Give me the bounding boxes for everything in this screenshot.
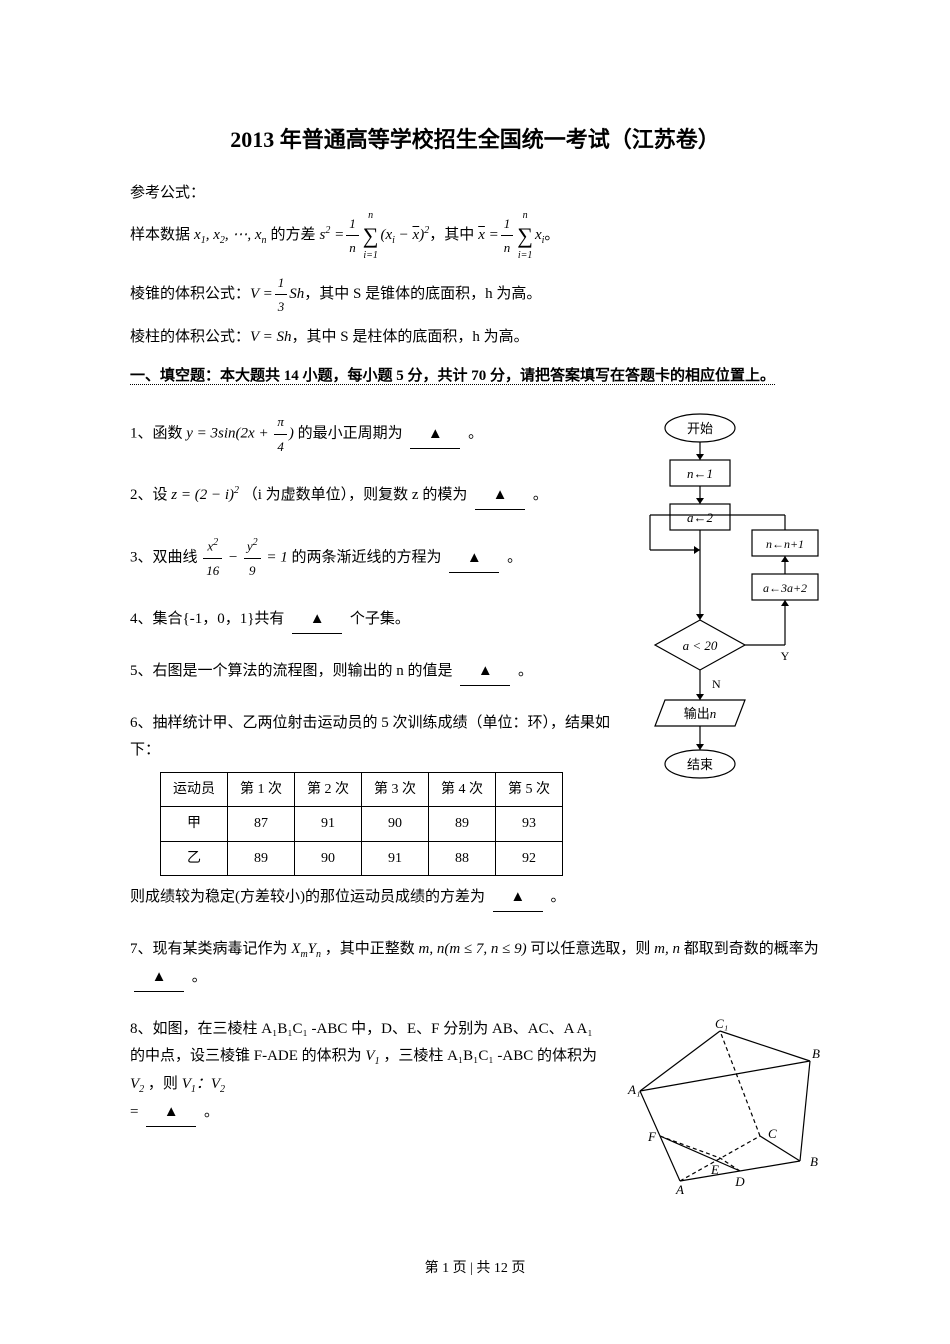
variance-prefix: 样本数据 [130,222,190,249]
svg-text:a←2: a←2 [687,510,714,525]
svg-text:a < 20: a < 20 [683,638,718,653]
q3-suffix: 的两条渐近线的方程为 [292,550,442,566]
table-cell: 甲 [161,807,228,841]
table-cell: 92 [496,841,563,875]
page-footer: 第 1 页 | 共 12 页 [130,1256,820,1281]
table-cell: 乙 [161,841,228,875]
q1-prefix: 1、函数 [130,426,183,442]
cone-text: 棱锥的体积公式： [130,281,250,308]
prism-text: 棱柱的体积公式： [130,324,250,351]
q4-text: 4、集合{-1，0，1}共有 [130,611,284,627]
q6-end: 。 [551,889,566,905]
prism-formula: 棱柱的体积公式： V = Sh ，其中 S 是柱体的底面积，h 为高。 [130,324,820,351]
variance-label: 的方差 [271,222,316,249]
q5-text: 5、右图是一个算法的流程图，则输出的 n 的值是 [130,663,453,679]
section-1-header: 一、填空题：本大题共 14 小题，每小题 5 分，共计 70 分，请把答案填写在… [130,363,820,390]
q7-suffix: 都取到奇数的概率为 [684,941,819,957]
svg-text:Y: Y [781,649,790,663]
table-header: 第 3 次 [362,773,429,807]
prism-where: ，其中 S 是柱体的底面积，h 为高。 [292,324,529,351]
table-cell: 89 [429,807,496,841]
variance-where: ，其中 [429,222,474,249]
question-7: 7、现有某类病毒记作为 XmYn ，其中正整数 m, n(m ≤ 7, n ≤ … [130,936,820,992]
formula-section: 参考公式： 样本数据 x1, x2, ⋯, xn 的方差 s2 = 1n n∑i… [130,180,820,352]
answer-blank[interactable]: ▲ [292,606,342,634]
flowchart-figure: 开始 n←1 a←2 a < 20 Y [630,410,820,935]
question-1: 1、函数 y = 3sin(2x + π4) 的最小正周期为 ▲ 。 [130,410,620,458]
q6-result: 则成绩较为稳定(方差较小)的那位运动员成绩的方差为 [130,889,485,905]
answer-blank[interactable]: ▲ [493,884,543,912]
svg-text:结束: 结束 [687,757,713,772]
table-header: 第 5 次 [496,773,563,807]
svg-text:A: A [675,1182,684,1196]
question-3: 3、双曲线 x216 − y29 = 1 的两条渐近线的方程为 ▲ 。 [130,534,620,582]
table-cell: 88 [429,841,496,875]
svg-text:B: B [810,1154,818,1169]
answer-blank[interactable]: ▲ [475,482,525,510]
question-8: 8、如图，在三棱柱 A₁B₁C₁ -ABC 中，D、E、F 分别为 AB、AC、… [130,1016,820,1206]
svg-text:n←n+1: n←n+1 [766,537,804,551]
q7-prefix: 7、现有某类病毒记作为 [130,941,288,957]
table-cell: 90 [295,841,362,875]
q5-end: 。 [518,663,533,679]
exam-title: 2013 年普通高等学校招生全国统一考试（江苏卷） [130,120,820,160]
table-header: 第 2 次 [295,773,362,807]
svg-text:N: N [712,677,721,691]
table-row: 乙 89 90 91 88 92 [161,841,563,875]
table-header: 运动员 [161,773,228,807]
svg-text:A₁: A₁ [627,1082,640,1097]
q3-end: 。 [507,550,522,566]
svg-text:D: D [734,1174,745,1189]
table-cell: 91 [362,841,429,875]
table-cell: 89 [228,841,295,875]
answer-blank[interactable]: ▲ [146,1099,196,1127]
table-cell: 90 [362,807,429,841]
table-row: 甲 87 91 90 89 93 [161,807,563,841]
q6-text: 6、抽样统计甲、乙两位射击运动员的 5 次训练成绩（单位：环），结果如下： [130,710,620,764]
question-2: 2、设 z = (2 − i)2 （i 为虚数单位），则复数 z 的模为 ▲ 。 [130,482,620,510]
q8-end: 。 [204,1104,219,1120]
svg-text:F: F [647,1129,657,1144]
question-5: 5、右图是一个算法的流程图，则输出的 n 的值是 ▲ 。 [130,658,620,686]
variance-formula: 样本数据 x1, x2, ⋯, xn 的方差 s2 = 1n n∑i=1 (xi… [130,207,820,265]
q1-end: 。 [468,426,483,442]
geometry-figure: A B C D E F A₁ B₁ C₁ [620,1016,820,1206]
svg-text:B₁: B₁ [812,1046,820,1061]
svg-text:E: E [710,1162,719,1177]
question-6: 6、抽样统计甲、乙两位射击运动员的 5 次训练成绩（单位：环），结果如下： 运动… [130,710,620,912]
formula-header: 参考公式： [130,180,820,207]
cone-where: ，其中 S 是锥体的底面积，h 为高。 [304,281,541,308]
q2-middle: （i 为虚数单位），则复数 z 的模为 [243,487,468,503]
svg-text:n←1: n←1 [687,466,713,481]
answer-blank[interactable]: ▲ [449,545,499,573]
q1-suffix: 的最小正周期为 [298,426,403,442]
answer-blank[interactable]: ▲ [410,421,460,449]
table-header: 第 4 次 [429,773,496,807]
flowchart-start: 开始 [687,421,713,436]
q2-end: 。 [533,487,548,503]
svg-text:C: C [768,1126,777,1141]
table-header-row: 运动员 第 1 次 第 2 次 第 3 次 第 4 次 第 5 次 [161,773,563,807]
q7-middle: ，其中正整数 [325,941,415,957]
table-cell: 87 [228,807,295,841]
table-cell: 91 [295,807,362,841]
q8-equals: = [130,1104,138,1120]
q3-prefix: 3、双曲线 [130,550,198,566]
svg-text:C₁: C₁ [715,1016,728,1031]
q2-prefix: 2、设 [130,487,168,503]
answer-blank[interactable]: ▲ [134,964,184,992]
q4-suffix: 个子集。 [350,611,410,627]
table-cell: 93 [496,807,563,841]
q7-middle2: 可以任意选取，则 [530,941,650,957]
answer-blank[interactable]: ▲ [460,658,510,686]
q8-middle: ，三棱柱 A₁B₁C₁ -ABC 的体积为 [383,1048,597,1064]
q8-suffix: ，则 [148,1076,178,1092]
svg-text:输出n: 输出n [684,706,717,721]
question-4: 4、集合{-1，0，1}共有 ▲ 个子集。 [130,606,620,634]
table-header: 第 1 次 [228,773,295,807]
scores-table: 运动员 第 1 次 第 2 次 第 3 次 第 4 次 第 5 次 甲 87 9… [160,772,563,876]
cone-formula: 棱锥的体积公式： V = 13 Sh ，其中 S 是锥体的底面积，h 为高。 [130,271,820,319]
q7-end: 。 [192,969,207,985]
svg-text:a←3a+2: a←3a+2 [763,581,807,595]
